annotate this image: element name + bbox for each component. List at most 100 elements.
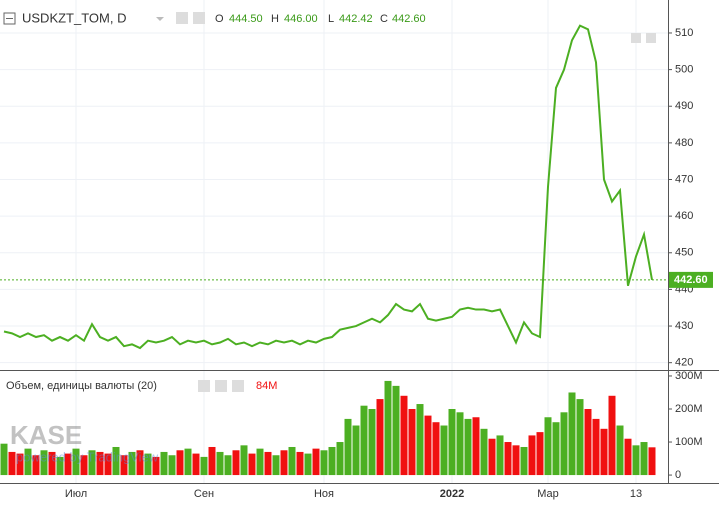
volume-bar [128,451,136,476]
y-tick-label: 510 [675,27,693,39]
volume-bar [344,418,352,476]
settings-button[interactable] [193,12,205,24]
vol-settings-button[interactable] [215,380,227,392]
volume-bar [384,380,392,476]
volume-bar [208,446,216,476]
collapse-button[interactable] [3,12,16,25]
volume-bar [424,415,432,476]
vol-eye-button[interactable] [198,380,210,392]
c-label: C [380,13,388,25]
volume-bar [432,422,440,476]
volume-bar [320,450,328,476]
volume-bar [528,435,536,476]
symbol: USDKZT_TOM, D [22,10,127,25]
volume-bar [192,453,200,476]
x-tick-label: Сен [194,488,214,500]
volume-bar [16,453,24,476]
volume-bar [160,451,168,476]
y-tick-label: 450 [675,247,693,259]
volume-bar [0,443,8,476]
volume-bar [40,450,48,476]
powered-by: powered by TradingView [16,449,159,464]
x-tick-label: Июл [65,488,87,500]
volume-bar [216,451,224,476]
volume-bar [136,450,144,476]
c-value: 442.60 [392,13,426,25]
volume-bar [368,408,376,476]
last-price-label: 442.60 [674,274,708,286]
volume-bar [576,399,584,476]
volume-bar [552,422,560,476]
x-tick-label: 13 [630,488,642,500]
volume-bar [112,446,120,476]
volume-bar [376,399,384,476]
volume-bar [240,445,248,476]
volume-bar [336,442,344,476]
y-tick-label: 490 [675,100,693,112]
h-label: H [271,13,279,25]
watermark: KASE [10,420,82,450]
volume-last: 84M [256,380,277,392]
y-tick-label: 460 [675,210,693,222]
volume-bar [56,456,64,476]
volume-bar [168,455,176,476]
y-tick-label: 420 [675,357,693,369]
scale-button[interactable] [631,33,641,43]
y-tick-label: 100M [675,436,703,448]
volume-bar [512,445,520,476]
y-tick-label: 470 [675,173,693,185]
l-label: L [328,13,334,25]
l-value: 442.42 [339,13,373,25]
x-tick-label: Ноя [314,488,334,500]
delete-button[interactable] [646,33,656,43]
volume-bar [544,417,552,476]
volume-bar [456,412,464,476]
volume-bar [24,448,32,476]
volume-bar [568,392,576,476]
volume-bar [48,451,56,476]
volume-bar [488,438,496,476]
volume-bar [400,395,408,476]
volume-bar [80,455,88,476]
x-tick-label: 2022 [440,488,464,500]
vol-close-button[interactable] [232,380,244,392]
volume-bar [232,450,240,476]
volume-bar [408,408,416,476]
volume-title: Объем, единицы валюты (20) [6,380,157,392]
volume-bar [280,450,288,476]
volume-bar [536,432,544,476]
volume-bar [152,456,160,476]
y-tick-label: 0 [675,469,681,481]
y-tick-label: 480 [675,137,693,149]
volume-bar [96,451,104,476]
y-tick-label: 430 [675,320,693,332]
price-line [3,24,653,350]
volume-bar [272,455,280,476]
volume-bar [448,408,456,476]
volume-bar [584,408,592,476]
volume-bar [464,418,472,476]
volume-bar [504,442,512,476]
volume-bar [360,405,368,476]
dropdown-icon[interactable] [156,17,164,21]
o-label: O [215,13,224,25]
volume-bar [224,455,232,476]
volume-bar [472,417,480,476]
volume-bar [480,428,488,476]
volume-bar [600,428,608,476]
volume-bar [560,412,568,476]
grid [0,0,668,483]
volume-bar [392,385,400,476]
volume-bar [288,446,296,476]
volume-bar [296,451,304,476]
volume-bar [8,451,16,476]
volume-bar [416,404,424,476]
eye-button[interactable] [176,12,188,24]
volume-bar [184,448,192,476]
volume-bar [264,451,272,476]
volume-bar [144,453,152,476]
price-pane [0,24,668,350]
volume-bar [616,425,624,476]
volume-bar [64,453,72,476]
